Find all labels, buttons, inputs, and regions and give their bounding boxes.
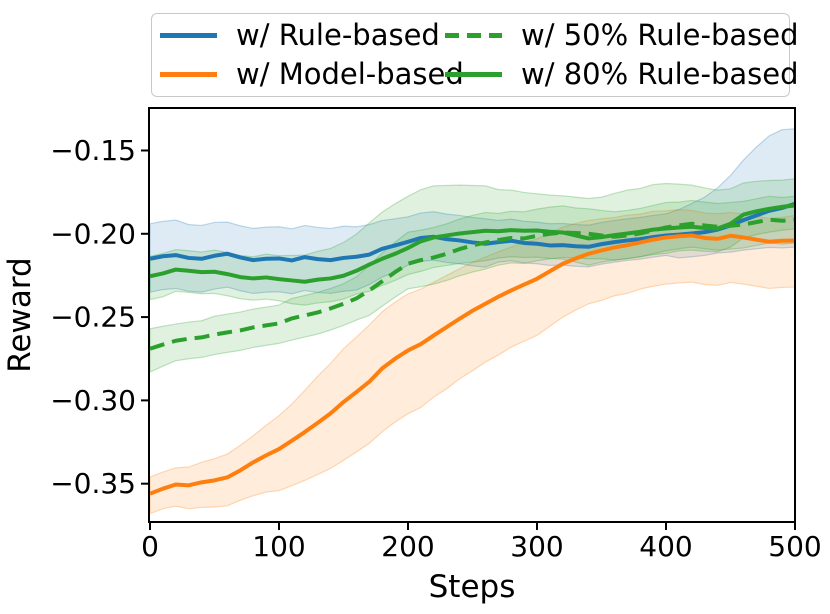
y-tick-label-−0.35: −0.35 — [50, 467, 136, 500]
y-axis: −0.15 −0.20 −0.25 −0.30 −0.35 — [50, 134, 149, 500]
legend-item-w-model-based: w/ Model-based — [160, 58, 464, 91]
axes-layer: 0 100 200 300 400 500 −0.15 −0.20 −0.25 −0.30 −0.3… — [50, 107, 822, 563]
legend-item-w-50-rule-based: w/ 50% Rule-based — [445, 19, 799, 52]
legend-label-w-rule-based: w/ Rule-based — [236, 17, 440, 52]
series-layer — [149, 201, 796, 496]
y-tick-label-−0.25: −0.25 — [50, 301, 136, 334]
x-tick-label-300: 300 — [510, 530, 563, 563]
legend-item-w-rule-based: w/ Rule-based — [160, 17, 445, 52]
legend-label-w-50-rule-based: w/ 50% Rule-based — [521, 17, 799, 52]
legend-item-w-80-rule-based: w/ 80% Rule-based — [445, 58, 799, 91]
legend-line-sample-w-50-rule-based — [445, 32, 502, 38]
legend-label-w-model-based: w/ Model-based — [236, 56, 464, 91]
series-line-w-80-rule-based — [149, 203, 796, 284]
x-tick-label-500: 500 — [768, 530, 821, 563]
x-tick-label-200: 200 — [381, 530, 434, 563]
x-tick-label-400: 400 — [639, 530, 692, 563]
series-line-w-50-rule-based — [149, 217, 796, 351]
legend-line-sample-w-80-rule-based — [445, 71, 502, 77]
x-tick-label-100: 100 — [252, 530, 305, 563]
x-axis-label: Steps — [429, 569, 516, 605]
bands-layer — [149, 128, 796, 515]
legend-line-sample-w-rule-based — [160, 32, 217, 38]
legend-label-w-80-rule-based: w/ 80% Rule-based — [521, 56, 799, 91]
y-axis-label: Reward — [2, 257, 38, 372]
series-line-w-model-based — [149, 233, 796, 496]
y-tick-label-−0.20: −0.20 — [50, 217, 136, 250]
legend-line-sample-w-model-based — [160, 71, 217, 77]
x-axis: 0 100 200 300 400 500 — [141, 522, 822, 563]
y-tick-label-−0.30: −0.30 — [50, 384, 136, 417]
y-tick-label-−0.15: −0.15 — [50, 134, 136, 167]
legend: w/ Rule-based w/ 50% Rule-based w/ Model… — [151, 13, 799, 97]
x-tick-label-0: 0 — [141, 530, 159, 563]
plot-frame — [148, 107, 796, 523]
